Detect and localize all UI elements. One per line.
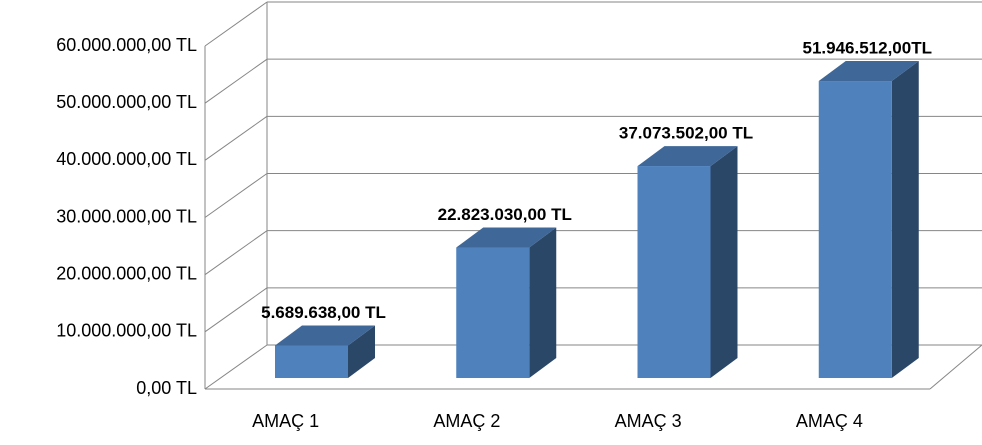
bar xyxy=(637,166,711,378)
bar-side xyxy=(529,227,557,378)
y-tick-label: 20.000.000,00 TL xyxy=(56,263,197,283)
bar xyxy=(456,247,530,378)
y-tick-label: 0,00 TL xyxy=(136,378,197,398)
x-tick-label: AMAÇ 3 xyxy=(615,411,682,431)
x-tick-label: AMAÇ 1 xyxy=(252,411,319,431)
y-tick-label: 40.000.000,00 TL xyxy=(56,149,197,169)
grid-line xyxy=(204,58,268,104)
bar-top xyxy=(637,146,738,167)
value-label: 5.689.638,00 TL xyxy=(261,303,386,322)
bar-side xyxy=(891,61,919,378)
y-tick-label: 30.000.000,00 TL xyxy=(56,206,197,226)
bar-top xyxy=(275,325,375,346)
y-tick-label: 50.000.000,00 TL xyxy=(56,92,197,112)
grid-line xyxy=(204,344,268,390)
value-label: 22.823.030,00 TL xyxy=(438,205,572,224)
bar xyxy=(818,81,892,378)
y-tick-label: 60.000.000,00 TL xyxy=(56,35,197,55)
x-tick-label: AMAÇ 4 xyxy=(796,411,863,431)
y-tick-label: 10.000.000,00 TL xyxy=(56,321,197,341)
floor-right xyxy=(929,344,982,390)
bar-top xyxy=(818,61,919,82)
bar xyxy=(275,345,348,378)
grid-line xyxy=(204,1,268,47)
grid-line xyxy=(204,173,268,218)
bar-top xyxy=(456,227,557,248)
value-label: 37.073.502,00 TL xyxy=(619,124,753,143)
x-tick-label: AMAÇ 2 xyxy=(433,411,500,431)
bar-side xyxy=(710,146,738,378)
grid-line xyxy=(204,230,268,276)
grid-line xyxy=(204,287,268,333)
value-label: 51.946.512,00TL xyxy=(803,39,932,58)
bar-side xyxy=(348,325,375,378)
grid-line xyxy=(204,115,268,161)
